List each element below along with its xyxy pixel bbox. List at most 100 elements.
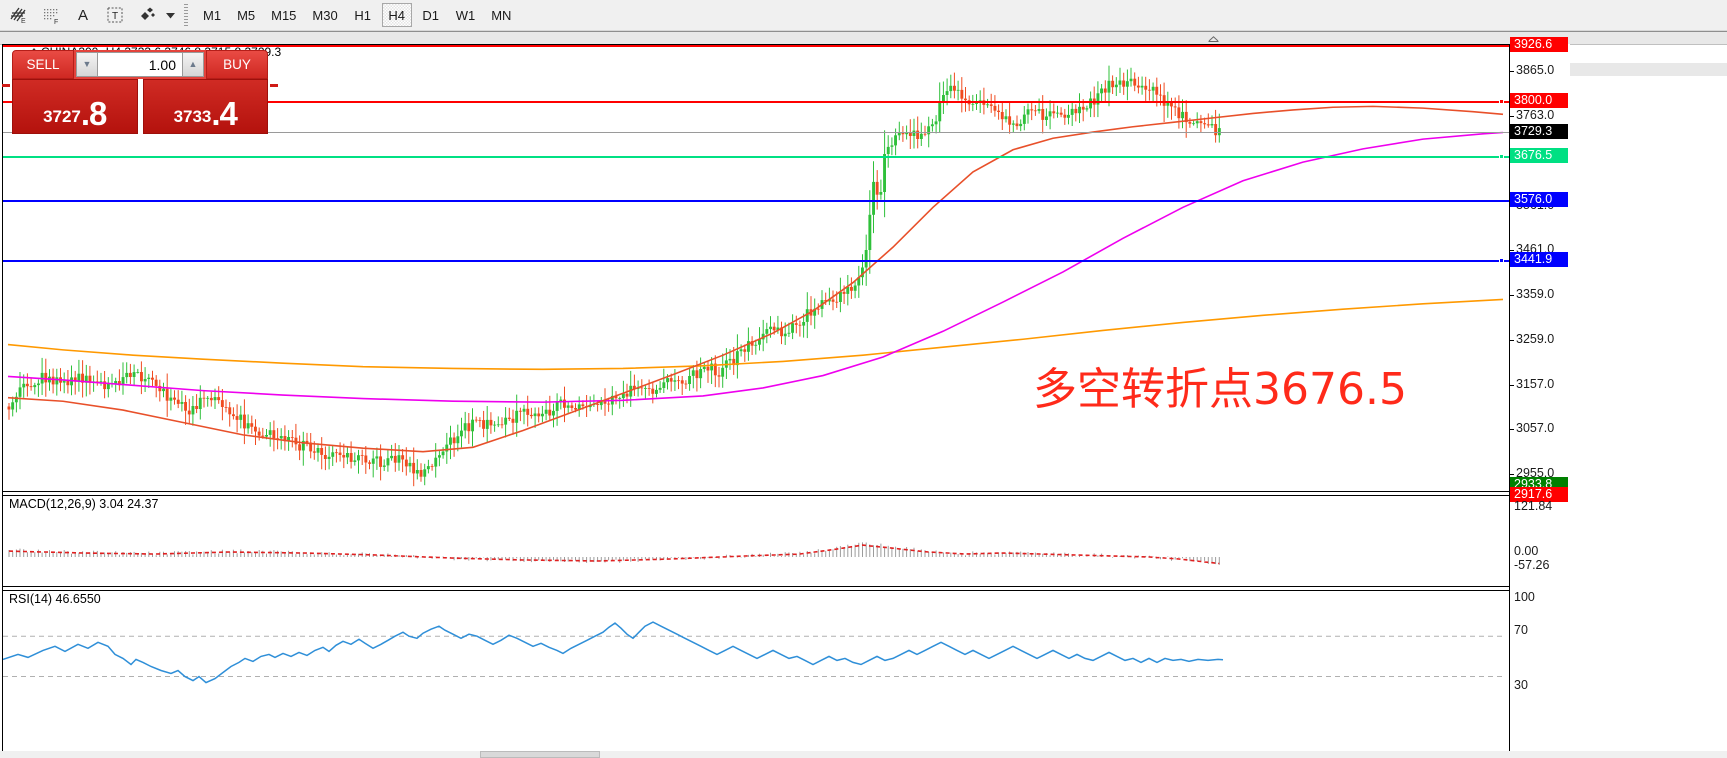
pane-divider-1 [3,491,1509,492]
price-badge-3441-9[interactable]: 3441.9 [1510,251,1568,267]
timeframe-w1[interactable]: W1 [455,7,476,23]
pane-divider-1b [3,495,1509,496]
macd-axis-label: 121.84 [1514,499,1553,513]
chart-area: CHINA300-,H4 3733.6 3746.8 3715.8 3729.3… [0,31,1727,758]
rsi-axis-label: 30 [1514,678,1528,692]
volume-down-button[interactable]: ▼ [76,52,98,77]
price-axis[interactable]: 3865.03763.03665.03561.03461.03359.03259… [1510,37,1570,757]
one-click-bottom-row: 3727 .8 3733 .4 [12,79,268,134]
sell-button[interactable]: SELL [12,50,74,79]
sell-price-decimal: .8 [80,95,108,132]
ma-line [7,131,1504,403]
buy-price-decimal: .4 [211,95,238,132]
chart-restore-icon[interactable] [1208,36,1219,42]
timeframe-group: M1 M5 M15 M30 H1 H4 D1 W1 MN [195,3,519,27]
price-buttons-gap [137,79,143,134]
svg-text:T: T [112,11,118,22]
timeframe-m1[interactable]: M1 [203,7,222,23]
price-badge-last-3729-3[interactable]: 3729.3 [1510,124,1568,140]
one-click-top-row: SELL ▼ 1.00 ▲ BUY [12,50,268,79]
price-axis-tick [1510,295,1514,297]
timeframe-mn[interactable]: MN [491,7,512,23]
volume-up-button[interactable]: ▲ [182,52,204,77]
timeframe-h1[interactable]: H1 [354,7,372,23]
price-axis-tick [1510,71,1514,73]
volume-input[interactable]: 1.00 [98,52,182,77]
price-axis-label: 3259.0 [1516,331,1555,346]
price-badge-3926-6[interactable]: 3926.6 [1510,37,1568,52]
macd-label: MACD(12,26,9) 3.04 24.37 [9,497,159,511]
price-axis-tick [1510,250,1514,252]
macd-canvas [8,542,1220,565]
volume-control: ▼ 1.00 ▲ [74,50,206,79]
macd-axis-label: -57.26 [1514,558,1550,572]
plot-frame: CHINA300-,H4 3733.6 3746.8 3715.8 3729.3… [2,44,1510,757]
buy-button[interactable]: BUY [206,50,268,79]
price-axis-label: 3359.0 [1516,287,1555,302]
macd-pane[interactable]: MACD(12,26,9) 3.04 24.37 [3,497,1509,587]
rsi-line [3,621,1224,684]
timeframe-m5[interactable]: M5 [237,7,256,23]
price-axis-tick [1510,339,1514,341]
price-axis-label: 3057.0 [1516,421,1555,435]
price-axis-tick [1510,429,1514,430]
price-badge-3576-0[interactable]: 3576.0 [1510,192,1568,208]
hline-3676-5-handle[interactable] [1499,153,1504,159]
price-axis-tick [1510,474,1514,476]
chevron-up-icon: ▲ [188,59,198,69]
ma-line [7,298,1504,371]
buy-price-integer: 3733 [173,107,212,126]
macd-axis-label: 0.00 [1514,544,1539,558]
objects-icon[interactable] [132,2,162,28]
rsi-axis-label: 70 [1514,623,1528,637]
chart-shift-icon[interactable]: E [4,2,34,28]
price-badge-3676-5[interactable]: 3676.5 [1510,147,1568,163]
right-titlebar-filler [1570,63,1727,76]
macd-signal-line [8,544,1220,565]
rsi-pane[interactable]: RSI(14) 46.6550 [3,592,1509,707]
timeframe-d1[interactable]: D1 [422,7,440,23]
oc-right-marker [270,84,278,87]
candlestick-series [7,65,1221,487]
hline-3926-6[interactable] [3,45,1509,47]
price-axis-label: 3865.0 [1516,63,1555,78]
price-axis-tick [1510,384,1514,386]
sell-price-integer: 3727 [43,107,81,126]
bottom-tab-strip[interactable] [480,751,600,758]
text-label-icon[interactable]: T [100,2,130,28]
chart-annotation-text: 多空转折点3676.5 [1033,364,1407,415]
hline-3676-5[interactable] [3,155,1509,158]
grid-icon[interactable]: F [36,2,66,28]
rsi-axis-label: 100 [1514,590,1535,604]
hline-last-3729-3[interactable] [3,132,1509,134]
price-chart-canvas [7,65,1504,487]
rsi-canvas [3,621,1503,684]
pane-divider-2 [3,586,1509,587]
toolbar-separator [184,4,188,26]
price-badge-3800-0[interactable]: 3800.0 [1510,93,1568,109]
price-axis-label: 3157.0 [1516,376,1555,391]
chevron-down-icon: ▼ [82,59,92,69]
bottom-status-strip [0,751,1727,758]
text-tool-icon[interactable]: A [77,6,88,24]
timeframe-h4[interactable]: H4 [381,3,412,27]
objects-dropdown-arrow[interactable] [163,12,177,19]
hline-3576-0[interactable] [3,200,1509,203]
price-axis-label: 3763.0 [1516,108,1555,123]
sell-price-button[interactable]: 3727 .8 [12,79,138,134]
timeframe-m30[interactable]: M30 [312,7,338,23]
hline-3800-0-handle[interactable] [1499,99,1504,105]
rsi-label: RSI(14) 46.6550 [9,592,101,606]
timeframe-m15[interactable]: M15 [271,7,297,23]
main-toolbar: E F A T [0,0,1727,31]
price-badge-ask-2917-6[interactable]: 2917.6 [1510,486,1568,502]
price-pane[interactable]: CHINA300-,H4 3733.6 3746.8 3715.8 3729.3… [3,45,1509,492]
ma-line [7,105,1504,453]
buy-price-button[interactable]: 3733 .4 [142,79,268,134]
hline-3441-9[interactable] [3,259,1509,262]
svg-text:E: E [21,18,26,25]
one-click-trading-panel[interactable]: SELL ▼ 1.00 ▲ BUY 3727 .8 [2,50,278,134]
hline-3441-9-handle[interactable] [1499,257,1504,263]
hline-3800-0[interactable] [3,101,1509,104]
